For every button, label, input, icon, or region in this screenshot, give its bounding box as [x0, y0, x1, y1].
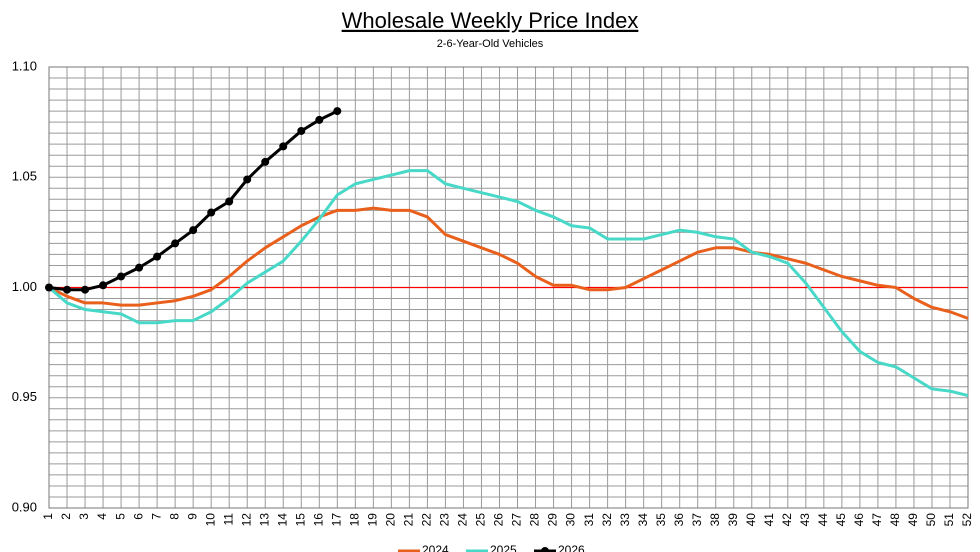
- point: [63, 285, 72, 294]
- x-tick-label: 38: [708, 513, 722, 527]
- point: [261, 157, 270, 166]
- x-tick-label: 20: [384, 513, 398, 527]
- x-tick-label: 32: [600, 513, 614, 527]
- chart-subtitle: 2-6-Year-Old Vehicles: [437, 38, 544, 50]
- x-tick-label: 19: [366, 513, 380, 527]
- x-tick-label: 3: [77, 513, 91, 520]
- x-tick-label: 43: [798, 513, 812, 527]
- x-tick-label: 17: [329, 513, 343, 527]
- point: [189, 226, 198, 235]
- y-tick-label: 1.00: [12, 279, 37, 294]
- y-tick-label: 0.90: [12, 499, 37, 514]
- x-tick-label: 52: [960, 513, 974, 527]
- legend-label: 2026: [558, 543, 585, 552]
- x-tick-label: 23: [438, 513, 452, 527]
- x-tick-label: 33: [618, 513, 632, 527]
- point: [153, 252, 162, 261]
- point: [207, 208, 216, 217]
- y-tick-label: 1.05: [12, 169, 37, 184]
- x-tick-label: 46: [852, 513, 866, 527]
- x-tick-label: 47: [870, 513, 884, 527]
- x-tick-label: 39: [726, 513, 740, 527]
- point: [225, 197, 234, 206]
- x-tick-label: 41: [762, 513, 776, 527]
- x-tick-label: 49: [906, 513, 920, 527]
- x-tick-label: 29: [546, 513, 560, 527]
- point: [333, 107, 342, 116]
- y-tick-label: 1.10: [12, 58, 37, 73]
- point: [81, 285, 90, 294]
- x-tick-label: 16: [311, 513, 325, 527]
- point: [279, 142, 288, 151]
- x-tick-label: 30: [564, 513, 578, 527]
- x-tick-label: 45: [834, 513, 848, 527]
- x-tick-label: 24: [456, 513, 470, 527]
- point: [315, 115, 324, 124]
- x-tick-label: 28: [528, 513, 542, 527]
- x-tick-label: 44: [816, 513, 830, 527]
- x-tick-label: 15: [293, 513, 307, 527]
- x-tick-label: 10: [203, 513, 217, 527]
- point: [99, 281, 108, 290]
- legend-marker: [541, 547, 549, 552]
- x-tick-label: 14: [275, 513, 289, 527]
- point: [243, 175, 252, 184]
- legend-label: 2024: [422, 543, 449, 552]
- x-tick-label: 36: [672, 513, 686, 527]
- point: [297, 126, 306, 135]
- point: [117, 272, 126, 281]
- x-tick-label: 42: [780, 513, 794, 527]
- point: [45, 283, 53, 292]
- x-tick-label: 5: [113, 513, 127, 520]
- x-tick-label: 37: [690, 513, 704, 527]
- x-tick-label: 7: [149, 513, 163, 520]
- y-tick-label: 0.95: [12, 389, 37, 404]
- x-tick-label: 22: [420, 513, 434, 527]
- x-tick-label: 40: [744, 513, 758, 527]
- x-tick-label: 11: [221, 513, 235, 526]
- x-tick-label: 21: [402, 513, 416, 527]
- x-tick-label: 2: [59, 513, 73, 520]
- x-tick-label: 35: [654, 513, 668, 527]
- x-tick-label: 9: [185, 513, 199, 520]
- x-tick-label: 48: [888, 513, 902, 527]
- chart-title: Wholesale Weekly Price Index: [342, 8, 639, 33]
- x-tick-label: 13: [257, 513, 271, 527]
- point: [135, 263, 144, 272]
- x-tick-label: 4: [95, 513, 109, 520]
- x-tick-label: 27: [510, 513, 524, 527]
- point: [171, 239, 180, 248]
- series-line: [48, 169, 969, 398]
- x-tick-label: 18: [348, 513, 362, 527]
- x-tick-label: 34: [636, 513, 650, 527]
- x-tick-label: 51: [942, 513, 956, 527]
- x-tick-label: 1: [41, 513, 55, 520]
- legend-label: 2025: [490, 543, 517, 552]
- x-tick-label: 31: [582, 513, 596, 527]
- x-tick-label: 6: [131, 513, 145, 520]
- x-tick-label: 26: [492, 513, 506, 527]
- series-line: [48, 206, 969, 320]
- x-tick-label: 50: [924, 513, 938, 527]
- x-tick-label: 25: [474, 513, 488, 527]
- x-tick-label: 8: [167, 513, 181, 520]
- x-tick-label: 12: [239, 513, 253, 527]
